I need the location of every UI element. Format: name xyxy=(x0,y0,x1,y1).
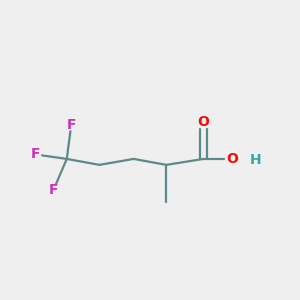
Text: O: O xyxy=(226,152,238,166)
Text: H: H xyxy=(250,153,261,167)
Text: F: F xyxy=(31,148,40,161)
Text: O: O xyxy=(198,115,209,129)
Text: F: F xyxy=(49,183,58,197)
Text: F: F xyxy=(67,118,76,132)
